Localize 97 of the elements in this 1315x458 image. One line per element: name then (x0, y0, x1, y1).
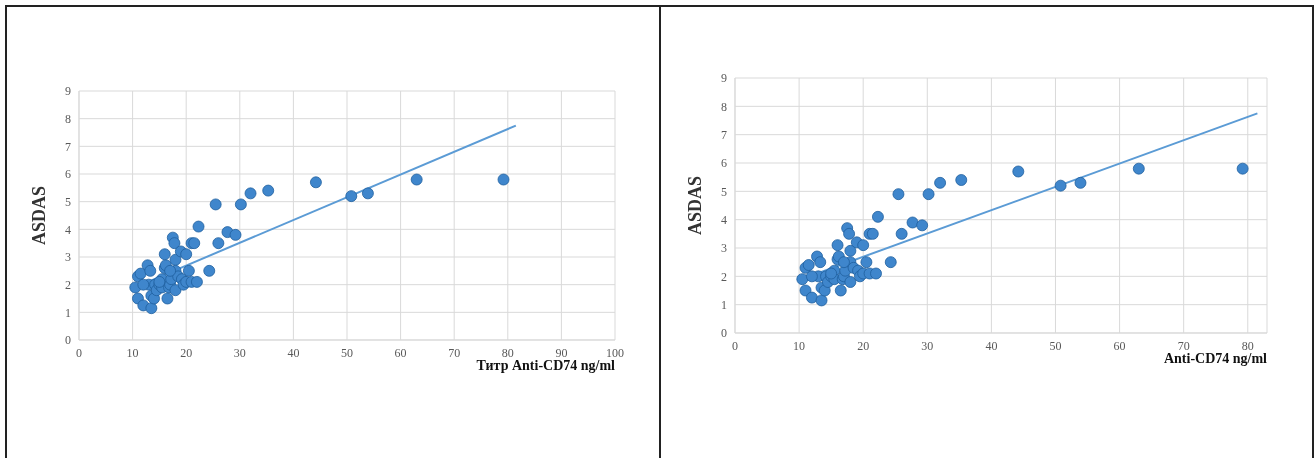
point (137, 278, 150, 291)
point (1054, 179, 1067, 192)
point (212, 237, 225, 250)
x-tick-label: 0 (732, 338, 738, 353)
point (892, 188, 905, 201)
x-tick-label: 100 (606, 345, 624, 360)
point (884, 256, 897, 269)
point (814, 256, 827, 269)
point (169, 253, 182, 266)
point (934, 176, 947, 189)
x-tick-label: 50 (341, 345, 353, 360)
point (234, 198, 247, 211)
y-tick-label: 1 (65, 305, 71, 320)
point (916, 219, 929, 232)
point (362, 187, 374, 200)
point (806, 291, 818, 304)
y-tick-label: 9 (65, 84, 71, 99)
point (497, 173, 510, 186)
y-axis-title: ASDAS (685, 175, 706, 236)
point (796, 273, 809, 286)
point (922, 188, 935, 201)
y-tick-label: 3 (65, 250, 71, 265)
point (168, 237, 181, 250)
point (844, 276, 857, 288)
point (838, 256, 850, 269)
y-tick-label: 5 (721, 184, 727, 199)
y-tick-label: 3 (721, 241, 727, 256)
point (815, 294, 828, 307)
point (857, 239, 870, 252)
point (192, 220, 205, 233)
point (831, 239, 844, 252)
y-tick-label: 7 (721, 127, 727, 142)
point (182, 264, 195, 277)
y-tick-label: 6 (65, 167, 71, 182)
point (1074, 176, 1087, 189)
x-tick-label: 90 (555, 345, 568, 360)
point (1132, 162, 1145, 175)
point (161, 292, 174, 305)
y-axis-title: ASDAS (29, 185, 50, 246)
y-tick-label: 2 (721, 269, 727, 284)
point (955, 174, 968, 186)
y-tick-label: 1 (721, 297, 727, 312)
y-tick-label: 4 (721, 212, 727, 227)
point (410, 173, 423, 186)
x-tick-label: 10 (793, 338, 806, 353)
x-tick-label: 30 (233, 345, 246, 360)
x-tick-label: 20 (180, 345, 193, 360)
x-tick-label: 60 (394, 345, 407, 360)
point (229, 228, 242, 241)
point (169, 284, 182, 297)
point (872, 210, 884, 223)
point (191, 276, 203, 288)
x-tick-label: 70 (1177, 338, 1190, 353)
x-tick-label: 80 (1241, 338, 1254, 353)
x-tick-label: 30 (921, 338, 934, 353)
y-tick-label: 2 (65, 277, 71, 292)
point (164, 264, 177, 277)
point (180, 248, 193, 261)
point (860, 256, 873, 269)
y-tick-label: 0 (721, 326, 727, 341)
x-tick-label: 40 (287, 345, 300, 360)
point (310, 176, 322, 189)
point (203, 264, 216, 277)
point (906, 216, 919, 229)
x-tick-label: 60 (1113, 338, 1126, 353)
y-tick-label: 9 (721, 71, 727, 86)
point (244, 187, 257, 200)
y-tick-label: 4 (65, 222, 71, 237)
point (262, 184, 275, 197)
x-tick-label: 40 (985, 338, 998, 353)
x-tick-label: 0 (76, 345, 82, 360)
y-tick-label: 8 (721, 99, 727, 114)
x-tick-label: 80 (501, 345, 514, 360)
point (158, 248, 171, 261)
point (345, 190, 358, 203)
point (145, 302, 158, 315)
point (843, 227, 855, 240)
x-axis-title: Anti-CD74 ng/ml (1163, 351, 1268, 366)
point (870, 267, 882, 280)
point (806, 270, 818, 283)
point (895, 227, 908, 240)
x-tick-label: 10 (126, 345, 139, 360)
point (844, 244, 857, 257)
y-tick-label: 7 (65, 139, 71, 154)
x-axis-title: Титр Anti-CD74 ng/ml (476, 358, 616, 373)
point (799, 284, 812, 297)
x-tick-label: 20 (857, 338, 870, 353)
x-tick-label: 70 (448, 345, 461, 360)
point (144, 264, 157, 277)
y-tick-label: 8 (65, 111, 71, 126)
y-tick-label: 6 (721, 156, 727, 171)
point (209, 198, 222, 211)
point (1236, 162, 1249, 175)
point (834, 284, 847, 297)
x-tick-label: 50 (1049, 338, 1062, 353)
point (1012, 165, 1025, 178)
y-tick-label: 5 (65, 194, 71, 209)
